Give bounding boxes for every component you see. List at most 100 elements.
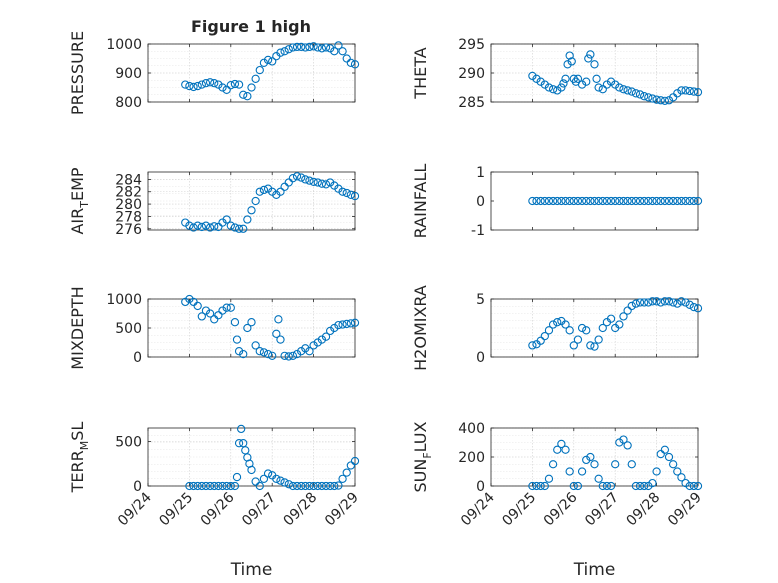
data-point bbox=[598, 196, 607, 206]
data-point bbox=[569, 341, 578, 350]
data-point bbox=[602, 80, 612, 89]
data-point bbox=[230, 223, 240, 232]
data-point bbox=[536, 336, 545, 345]
data-point bbox=[627, 196, 636, 206]
data-point bbox=[664, 452, 674, 462]
data-point bbox=[313, 178, 322, 187]
data-point bbox=[255, 187, 264, 196]
data-point bbox=[582, 196, 591, 206]
data-point bbox=[565, 196, 574, 206]
x-tick-label: 09/28 bbox=[624, 490, 664, 530]
data-point bbox=[205, 223, 215, 232]
data-point bbox=[350, 456, 360, 466]
data-point bbox=[280, 47, 289, 56]
x-tick-label: 09/29 bbox=[665, 490, 705, 530]
data-point bbox=[301, 481, 310, 491]
data-point bbox=[243, 215, 252, 224]
data-point bbox=[615, 320, 624, 329]
data-point bbox=[210, 315, 219, 324]
data-point bbox=[309, 42, 318, 51]
data-point bbox=[660, 297, 670, 306]
data-point bbox=[586, 341, 595, 350]
data-point bbox=[623, 441, 632, 450]
data-point bbox=[677, 196, 686, 206]
data-point bbox=[234, 439, 244, 448]
y-tick-label: 500 bbox=[115, 434, 142, 450]
y-tick-label: 1000 bbox=[106, 37, 142, 53]
data-point bbox=[561, 320, 570, 329]
data-point bbox=[338, 474, 347, 484]
data-point bbox=[346, 319, 356, 328]
data-point bbox=[577, 467, 587, 476]
data-point bbox=[247, 318, 256, 327]
data-point bbox=[623, 86, 632, 95]
data-point bbox=[193, 81, 202, 91]
data-point bbox=[321, 180, 331, 189]
data-point bbox=[640, 298, 649, 307]
data-point bbox=[590, 342, 599, 351]
data-point bbox=[317, 481, 327, 491]
data-point bbox=[234, 80, 244, 89]
data-point bbox=[652, 95, 661, 104]
data-point bbox=[226, 221, 235, 230]
data-point bbox=[567, 57, 576, 66]
data-point bbox=[236, 424, 246, 434]
data-point bbox=[619, 85, 628, 94]
data-point bbox=[230, 481, 240, 491]
data-point bbox=[544, 326, 554, 335]
data-point bbox=[615, 83, 624, 92]
data-point bbox=[305, 347, 314, 356]
data-point bbox=[284, 480, 293, 489]
data-point bbox=[201, 79, 211, 88]
data-point bbox=[226, 481, 235, 491]
data-point bbox=[350, 318, 360, 327]
data-point bbox=[301, 175, 310, 184]
y-tick-label: 278 bbox=[115, 209, 142, 225]
y-tick-label: 1000 bbox=[106, 292, 142, 308]
data-point bbox=[197, 222, 206, 232]
data-point bbox=[553, 86, 562, 95]
axes-h2omixra: 0 5 H2OMIXRA bbox=[411, 285, 703, 371]
axes-box bbox=[490, 298, 699, 358]
data-point bbox=[210, 222, 219, 231]
data-point bbox=[342, 468, 351, 477]
data-point bbox=[334, 481, 343, 490]
data-point bbox=[644, 298, 653, 307]
data-point bbox=[548, 85, 558, 94]
data-point bbox=[673, 89, 682, 98]
x-axis-label: Time bbox=[230, 560, 273, 580]
data-point bbox=[226, 303, 235, 312]
data-point bbox=[693, 87, 703, 97]
data-point bbox=[635, 196, 645, 206]
data-point bbox=[247, 83, 256, 92]
y-axis-label: RAINFALL bbox=[411, 164, 430, 239]
data-point bbox=[590, 60, 599, 69]
data-point bbox=[677, 86, 686, 95]
data-point bbox=[584, 54, 593, 63]
data-point bbox=[656, 449, 665, 459]
data-point bbox=[553, 318, 562, 327]
data-point bbox=[532, 74, 541, 83]
data-point bbox=[197, 312, 206, 321]
data-point bbox=[321, 481, 331, 491]
data-point bbox=[201, 306, 211, 315]
data-point bbox=[326, 481, 335, 491]
x-tick-label: 09/27 bbox=[239, 490, 279, 530]
x-tick-label: 09/24 bbox=[115, 489, 155, 529]
data-point bbox=[565, 467, 574, 476]
data-point bbox=[582, 77, 591, 86]
data-point bbox=[548, 460, 558, 469]
data-point bbox=[274, 315, 283, 324]
data-point bbox=[544, 474, 554, 483]
y-tick-label: -1 bbox=[471, 223, 485, 239]
y-tick-label: 290 bbox=[458, 66, 485, 82]
data-point bbox=[243, 92, 252, 101]
y-tick-label: 1 bbox=[476, 165, 485, 181]
data-point bbox=[594, 474, 603, 483]
data-point bbox=[648, 196, 657, 206]
data-point bbox=[559, 79, 568, 88]
data-point bbox=[557, 196, 566, 206]
data-point bbox=[644, 196, 653, 206]
data-point bbox=[631, 196, 641, 206]
